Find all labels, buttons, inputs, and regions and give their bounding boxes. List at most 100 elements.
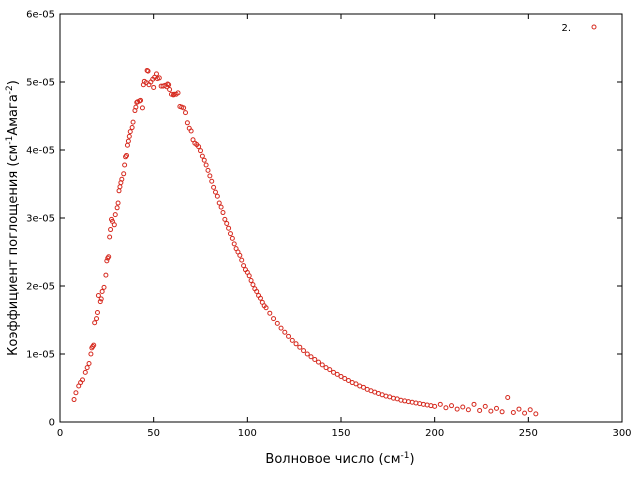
- y-tick-label: 0: [49, 418, 55, 429]
- data-point: [331, 369, 337, 375]
- data-point: [254, 288, 260, 294]
- data-point: [522, 410, 528, 416]
- y-tick-label: 5e-05: [26, 78, 55, 89]
- data-point: [216, 200, 222, 206]
- y-tick-label: 1e-05: [26, 350, 55, 361]
- data-point: [334, 371, 340, 377]
- data-point: [297, 344, 303, 350]
- data-point: [454, 406, 460, 412]
- data-point: [198, 148, 203, 154]
- data-point: [239, 257, 245, 263]
- data-point: [175, 90, 181, 96]
- data-point: [121, 171, 127, 177]
- data-point: [224, 220, 230, 226]
- data-point: [166, 82, 172, 88]
- data-point: [257, 295, 263, 301]
- data-point: [482, 403, 488, 409]
- data-point: [488, 408, 494, 414]
- data-point: [301, 348, 307, 354]
- data-point: [73, 390, 79, 396]
- data-point: [316, 359, 322, 365]
- data-point: [183, 110, 189, 116]
- x-ticks: 0 50 100 150 200 250 300: [57, 14, 632, 439]
- data-point: [214, 193, 220, 199]
- data-point: [271, 316, 277, 322]
- legend: 2.: [561, 23, 597, 34]
- data-point: [138, 97, 144, 103]
- data-point: [226, 225, 232, 231]
- data-point: [107, 234, 113, 240]
- data-point: [477, 407, 483, 413]
- data-point: [94, 316, 100, 322]
- data-point: [201, 157, 207, 163]
- data-point: [129, 125, 135, 131]
- data-point: [222, 216, 228, 222]
- data-point: [139, 105, 145, 111]
- data-point: [103, 272, 109, 278]
- data-point: [124, 152, 130, 158]
- data-point: [108, 227, 114, 233]
- y-tick-label: 4e-05: [26, 146, 55, 157]
- data-point: [286, 333, 292, 339]
- data-point: [122, 162, 128, 168]
- data-point: [471, 401, 477, 407]
- data-point: [323, 365, 329, 371]
- data-point: [203, 162, 209, 168]
- data-points: [71, 67, 539, 417]
- y-axis-label: Коэффициент поглощения (см-1Амага-2): [5, 80, 21, 356]
- data-point: [274, 320, 280, 326]
- data-point: [338, 373, 344, 379]
- data-point: [218, 204, 224, 210]
- data-point: [360, 384, 366, 390]
- x-tick-label: 50: [147, 428, 160, 439]
- data-point: [209, 178, 215, 184]
- y-ticks: 0 1e-05 2e-05 3e-05 4e-05 5e-05 6e-05: [26, 10, 622, 429]
- data-point: [220, 210, 226, 216]
- data-point: [319, 362, 325, 368]
- data-point: [119, 176, 125, 182]
- data-point: [312, 356, 318, 362]
- data-point: [493, 405, 499, 411]
- data-point: [499, 409, 505, 415]
- data-point: [327, 367, 333, 373]
- data-point: [353, 381, 359, 387]
- data-point: [250, 282, 256, 288]
- data-point: [516, 406, 522, 412]
- data-point: [308, 354, 314, 360]
- data-point: [98, 296, 104, 302]
- data-point: [95, 293, 101, 299]
- data-point: [465, 407, 471, 413]
- data-point: [92, 320, 98, 326]
- data-point: [212, 189, 218, 195]
- data-point: [101, 284, 107, 290]
- data-point: [267, 310, 273, 316]
- data-point: [184, 120, 190, 126]
- x-tick-label: 150: [331, 428, 350, 439]
- data-point: [84, 365, 90, 371]
- data-point: [437, 401, 443, 407]
- data-point: [248, 278, 254, 284]
- data-point: [527, 407, 533, 413]
- data-point: [167, 86, 173, 92]
- data-point: [112, 212, 118, 218]
- data-point: [181, 105, 187, 111]
- data-point: [145, 68, 151, 74]
- data-point: [82, 369, 88, 375]
- data-point: [114, 205, 120, 211]
- data-point: [304, 351, 310, 357]
- data-point: [207, 173, 213, 179]
- x-tick-label: 100: [238, 428, 257, 439]
- x-tick-label: 200: [425, 428, 444, 439]
- data-point: [151, 84, 157, 90]
- data-point: [115, 200, 121, 206]
- data-point: [79, 377, 85, 383]
- data-point: [231, 241, 237, 247]
- data-point: [205, 167, 211, 173]
- x-tick-label: 250: [519, 428, 538, 439]
- data-point: [278, 325, 284, 331]
- data-point: [443, 405, 449, 411]
- data-point: [127, 129, 133, 135]
- data-point: [460, 404, 466, 410]
